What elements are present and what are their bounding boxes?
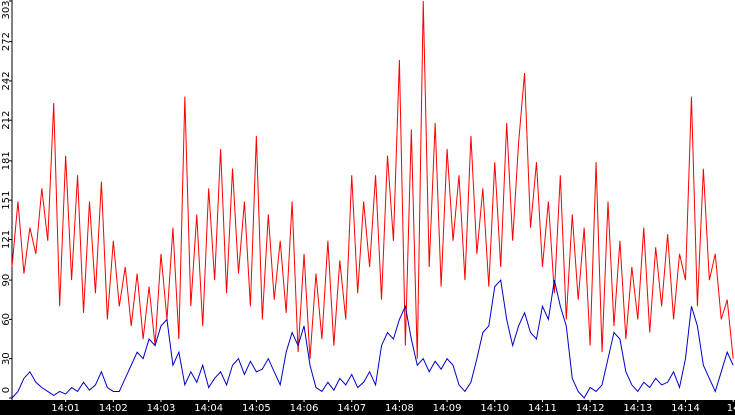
y-tick-label: 30	[1, 352, 12, 365]
x-tick-label: 14:11	[528, 403, 557, 414]
x-tick-label: 14:06	[290, 403, 319, 414]
series-line	[11, 0, 734, 359]
y-tick-label: 272	[1, 32, 12, 51]
x-tick-label: 14:08	[385, 403, 414, 414]
y-tick-label: 90	[1, 274, 12, 287]
x-tick-label: 14:10	[480, 403, 509, 414]
x-tick-label: 14:03	[147, 403, 176, 414]
x-tick-label: 14:05	[242, 403, 271, 414]
y-tick-label: 303	[1, 0, 12, 19]
x-tick-label: 14:07	[337, 403, 366, 414]
series-line	[11, 278, 734, 399]
x-tick-label: 14	[727, 403, 735, 414]
x-tick-label: 14:09	[433, 403, 462, 414]
y-tick-label: 0	[1, 387, 12, 393]
y-tick-label: 121	[1, 230, 12, 249]
y-tick-label: 151	[1, 191, 12, 210]
y-tick-label: 60	[1, 313, 12, 326]
x-tick-label: 14:13	[623, 403, 652, 414]
y-tick-label: 242	[1, 71, 12, 90]
y-tick-label: 181	[1, 151, 12, 170]
x-axis-band	[0, 400, 735, 415]
x-tick-label: 14:02	[99, 403, 128, 414]
x-tick-label: 14:01	[51, 403, 80, 414]
x-tick-label: 14:12	[576, 403, 605, 414]
x-tick-label: 14:14	[671, 403, 700, 414]
y-tick-label: 212	[1, 111, 12, 130]
x-tick-label: 14:04	[194, 403, 223, 414]
